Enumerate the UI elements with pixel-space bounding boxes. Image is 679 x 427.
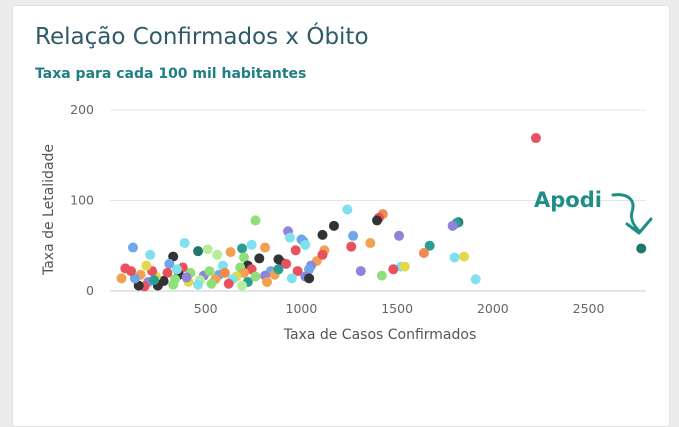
data-point[interactable] [399, 261, 410, 272]
data-point[interactable] [317, 229, 328, 240]
x-tick-label: 2000 [477, 301, 509, 316]
data-point[interactable] [355, 266, 366, 277]
data-point[interactable] [290, 245, 301, 256]
y-tick-label: 200 [70, 102, 94, 117]
x-tick-label: 1500 [381, 301, 413, 316]
x-axis-ticks: 500 1000 1500 2000 2500 [194, 301, 605, 316]
data-point[interactable] [284, 232, 295, 243]
data-point[interactable] [162, 267, 173, 278]
scatter-plot: 0 100 200 500 1000 1500 2000 2500 Taxa de Leta… [41, 102, 653, 343]
data-point[interactable] [172, 264, 182, 275]
data-point[interactable] [530, 133, 541, 144]
data-point[interactable] [328, 220, 339, 231]
data-points [116, 133, 647, 292]
data-point[interactable] [212, 249, 223, 260]
y-axis-label: Taxa de Letalidade [41, 144, 57, 276]
data-point[interactable] [206, 278, 217, 289]
data-point[interactable] [239, 252, 249, 263]
data-point[interactable] [376, 270, 387, 281]
y-tick-label: 0 [86, 283, 94, 298]
data-point[interactable] [254, 253, 265, 264]
x-tick-label: 2500 [573, 301, 605, 316]
data-point[interactable] [394, 230, 405, 241]
data-point[interactable] [127, 242, 138, 253]
data-point[interactable] [286, 273, 297, 284]
data-point[interactable] [348, 230, 359, 241]
data-point[interactable] [219, 267, 230, 278]
data-point[interactable] [181, 272, 192, 283]
annotation-arrow-icon [611, 193, 641, 233]
data-point[interactable] [237, 243, 248, 254]
data-point[interactable] [365, 238, 376, 249]
x-tick-label: 1000 [286, 301, 318, 316]
data-point[interactable] [116, 273, 127, 284]
data-point[interactable] [317, 249, 328, 260]
y-axis-ticks: 0 100 200 [70, 102, 94, 298]
data-point[interactable] [223, 278, 234, 289]
x-tick-label: 500 [194, 301, 218, 316]
data-point[interactable] [246, 239, 257, 250]
data-point[interactable] [141, 260, 152, 271]
data-point[interactable] [418, 247, 429, 258]
data-point[interactable] [304, 273, 315, 284]
apodi-annotation: Apodi [534, 188, 653, 235]
data-point[interactable] [372, 215, 383, 226]
data-point[interactable] [281, 258, 292, 269]
data-point[interactable] [449, 252, 460, 263]
chart-subtitle: Taxa para cada 100 mil habitantes [35, 66, 307, 82]
data-point[interactable] [225, 247, 236, 258]
data-point[interactable] [424, 240, 435, 251]
chart-card: Relação Confirmados x Óbito Taxa para ca… [12, 5, 670, 427]
data-point[interactable] [168, 279, 179, 290]
data-point[interactable] [459, 251, 470, 262]
data-point[interactable] [239, 267, 249, 278]
data-point[interactable] [145, 249, 156, 260]
chart-title: Relação Confirmados x Óbito [35, 24, 369, 50]
data-point[interactable] [120, 263, 131, 274]
data-point[interactable] [636, 243, 647, 254]
annotation-label: Apodi [534, 188, 602, 212]
y-tick-label: 100 [70, 193, 94, 208]
data-point[interactable] [193, 246, 204, 257]
data-point[interactable] [149, 275, 160, 286]
data-point[interactable] [237, 280, 248, 291]
data-point[interactable] [202, 244, 213, 255]
data-point[interactable] [261, 276, 272, 287]
data-point[interactable] [388, 264, 399, 275]
data-point[interactable] [193, 279, 204, 290]
data-point[interactable] [447, 220, 458, 231]
data-point[interactable] [204, 266, 215, 277]
data-point[interactable] [292, 266, 303, 277]
data-point[interactable] [260, 242, 271, 253]
data-point[interactable] [300, 239, 311, 250]
data-point[interactable] [470, 274, 481, 285]
annotation-arrowhead-icon [625, 217, 653, 235]
data-point[interactable] [346, 241, 357, 252]
data-point[interactable] [179, 238, 190, 249]
data-point[interactable] [250, 271, 261, 282]
data-point[interactable] [250, 215, 261, 226]
x-axis-label: Taxa de Casos Confirmados [283, 327, 477, 343]
data-point[interactable] [164, 258, 175, 269]
data-point[interactable] [273, 264, 284, 275]
data-point[interactable] [342, 204, 353, 215]
